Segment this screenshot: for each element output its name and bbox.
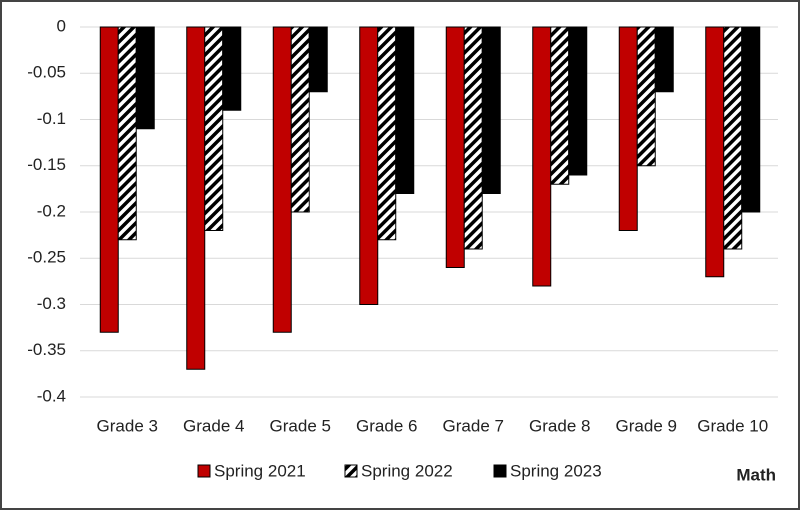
y-tick-label: 0 <box>57 16 66 35</box>
bar <box>723 26 743 250</box>
legend-label: Spring 2022 <box>361 461 453 480</box>
x-tick-label: Grade 5 <box>270 416 331 435</box>
bar <box>741 26 761 213</box>
x-tick-label: Grade 7 <box>443 416 504 435</box>
y-tick-label: -0.3 <box>37 294 66 313</box>
x-tick-label: Grade 9 <box>616 416 677 435</box>
legend-label: Spring 2023 <box>510 461 602 480</box>
bar <box>204 26 224 231</box>
bar <box>272 26 292 333</box>
y-tick-label: -0.4 <box>37 386 66 405</box>
bar <box>290 26 310 213</box>
legend-label: Spring 2021 <box>214 461 306 480</box>
bar <box>568 26 588 176</box>
bar <box>99 26 119 333</box>
bar <box>654 26 674 93</box>
bar <box>135 26 155 130</box>
bar <box>636 26 656 167</box>
x-tick-label: Grade 4 <box>183 416 244 435</box>
y-tick-label: -0.1 <box>37 109 66 128</box>
legend-swatch <box>197 464 211 478</box>
bar <box>481 26 501 194</box>
x-tick-label: Grade 6 <box>356 416 417 435</box>
bar <box>186 26 206 370</box>
legend-swatch <box>493 464 507 478</box>
y-tick-label: -0.2 <box>37 201 66 220</box>
x-tick-label: Grade 10 <box>697 416 768 435</box>
bar <box>395 26 415 194</box>
x-tick-label: Grade 3 <box>97 416 158 435</box>
bar <box>618 26 638 231</box>
y-tick-label: -0.35 <box>27 340 66 359</box>
annotation: Math <box>736 465 776 484</box>
bar <box>550 26 570 185</box>
bar <box>359 26 379 305</box>
bar <box>532 26 552 287</box>
bar <box>308 26 328 93</box>
legend-swatch <box>344 464 358 478</box>
y-tick-label: -0.05 <box>27 63 66 82</box>
bar <box>705 26 725 278</box>
x-tick-label: Grade 8 <box>529 416 590 435</box>
bar <box>445 26 465 268</box>
bar <box>463 26 483 250</box>
y-tick-label: -0.25 <box>27 248 66 267</box>
bar <box>117 26 137 241</box>
y-tick-label: -0.15 <box>27 155 66 174</box>
bar <box>377 26 397 241</box>
bar <box>222 26 242 111</box>
